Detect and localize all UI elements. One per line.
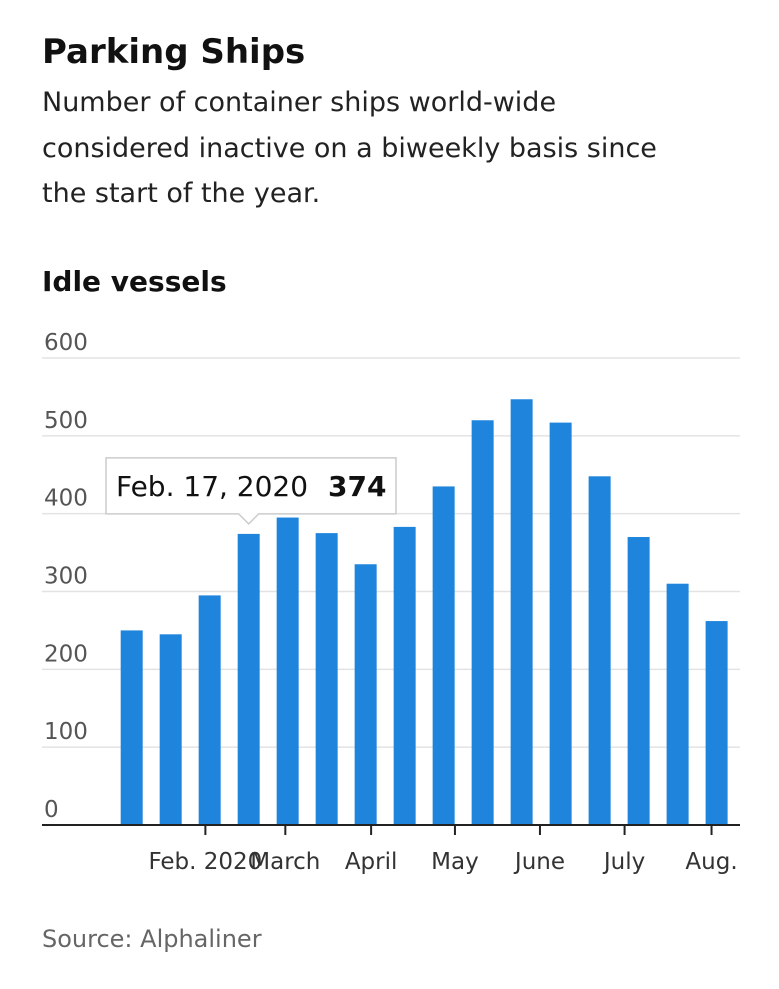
bar xyxy=(354,564,377,825)
x-tick-label: Aug. xyxy=(685,849,737,875)
x-tick-label: Feb. 2020 xyxy=(148,849,262,875)
y-tick-label: 300 xyxy=(44,564,88,590)
bar xyxy=(588,476,611,825)
bar xyxy=(159,634,182,825)
x-tick-label: March xyxy=(250,849,320,875)
bar xyxy=(705,621,728,825)
y-tick-label: 100 xyxy=(44,719,88,745)
chart-title: Parking Ships xyxy=(42,32,305,72)
bar xyxy=(237,533,260,825)
bar xyxy=(549,422,572,825)
bar xyxy=(393,526,416,825)
bar xyxy=(432,486,455,825)
y-tick-label: 400 xyxy=(44,486,88,512)
y-tick-label: 500 xyxy=(44,408,88,434)
bar xyxy=(315,533,338,825)
x-tick-label: June xyxy=(513,849,565,875)
bar xyxy=(120,630,143,825)
x-tick-label: May xyxy=(431,849,479,875)
tooltip-date: Feb. 17, 2020 xyxy=(116,470,308,503)
subtitle: the start of the year. xyxy=(42,178,320,209)
subtitle: considered inactive on a biweekly basis … xyxy=(42,133,657,164)
bar xyxy=(471,420,494,825)
tooltip-box xyxy=(105,457,397,525)
axis-title: Idle vessels xyxy=(42,265,227,298)
x-tick-label: April xyxy=(345,849,398,875)
bar xyxy=(198,595,221,825)
y-tick-label: 600 xyxy=(44,330,88,356)
y-tick-label: 0 xyxy=(44,797,59,823)
tooltip: Feb. 17, 2020 374 xyxy=(105,457,397,525)
bar xyxy=(510,399,533,825)
bar xyxy=(627,537,650,825)
x-tick-label: July xyxy=(602,849,645,875)
bar xyxy=(666,583,689,825)
y-tick-label: 200 xyxy=(44,641,88,667)
subtitle: Number of container ships world-wide xyxy=(42,87,556,118)
source: Source: Alphaliner xyxy=(42,925,262,953)
bar xyxy=(276,517,299,825)
tooltip-value: 374 xyxy=(328,470,386,503)
